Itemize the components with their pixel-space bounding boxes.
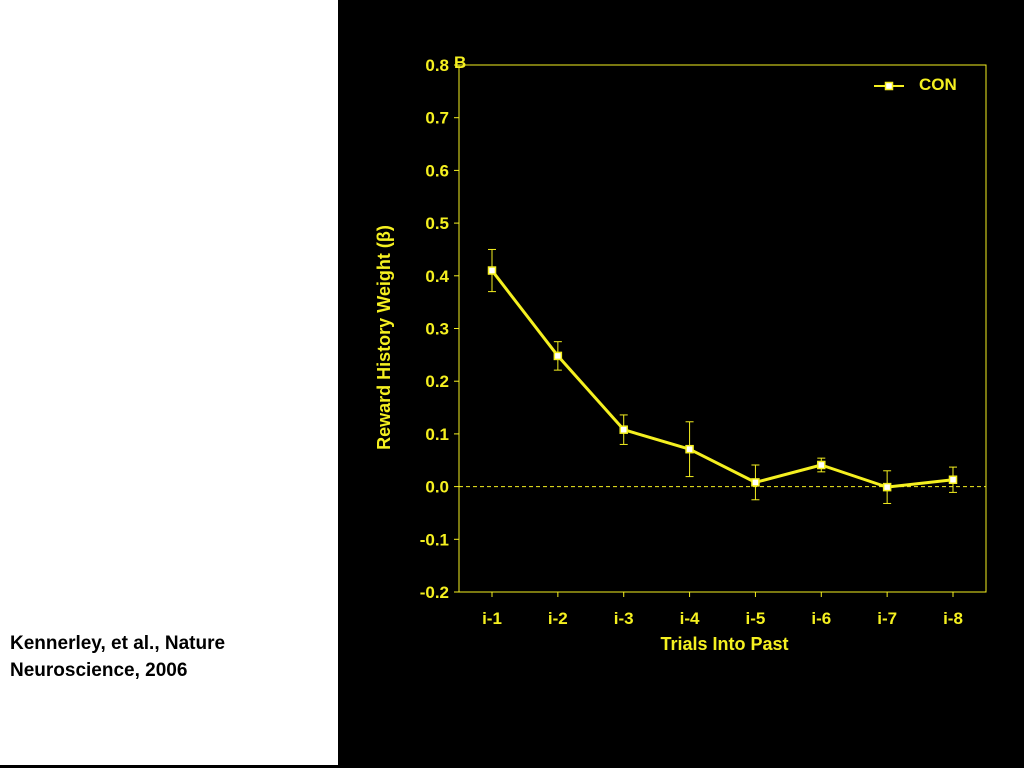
x-tick-label: i-2 (548, 609, 568, 628)
x-tick-label: i-7 (877, 609, 897, 628)
y-axis-title: Reward History Weight (β) (374, 225, 394, 450)
citation-panel: Kennerley, et al., Nature Neuroscience, … (0, 0, 338, 768)
y-tick-label: -0.2 (420, 583, 449, 602)
panel-label: B (454, 53, 466, 72)
x-tick-label: i-8 (943, 609, 963, 628)
x-tick-label: i-3 (614, 609, 634, 628)
y-tick-label: 0.6 (425, 161, 449, 180)
citation: Kennerley, et al., Nature Neuroscience, … (10, 630, 330, 684)
series-line (490, 269, 954, 489)
y-tick-label: 0.7 (425, 109, 449, 128)
y-tick-label: 0.4 (425, 267, 449, 286)
data-point (751, 478, 760, 487)
data-point (817, 460, 826, 470)
divider (0, 765, 338, 768)
x-axis-title: Trials Into Past (660, 634, 788, 654)
data-point (685, 444, 694, 454)
data-point (553, 351, 563, 361)
chart: B 0.8 0.7 0.6 0.5 0.4 0.3 0.2 0.1 0.0 -0.1 -0.2 i-1 i… (374, 53, 987, 654)
x-tick-label: i-5 (746, 609, 766, 628)
citation-line-2: Neuroscience, 2006 (10, 660, 188, 681)
legend-label: CON (919, 75, 957, 94)
y-tick-label: 0.1 (425, 425, 449, 444)
y-tick-label: 0.3 (425, 320, 449, 339)
x-tick-label: i-6 (811, 609, 831, 628)
data-point (487, 266, 497, 275)
citation-line-1: Kennerley, et al., Nature (10, 633, 226, 654)
y-tick-label: 0.5 (425, 214, 449, 233)
data-point (948, 475, 958, 484)
y-tick-label: 0.2 (425, 372, 449, 391)
data-point (619, 425, 628, 434)
x-tick-label: i-4 (680, 609, 700, 628)
data-point (882, 482, 892, 492)
x-tick-label: i-1 (482, 609, 502, 628)
legend-marker (884, 81, 894, 91)
y-tick-label: -0.1 (420, 530, 449, 549)
y-tick-label: 0.8 (425, 56, 449, 75)
y-tick-label: 0.0 (425, 478, 449, 497)
chart-panel: B 0.8 0.7 0.6 0.5 0.4 0.3 0.2 0.1 0.0 -0.1 -0.2 i-1 i… (338, 0, 1024, 768)
